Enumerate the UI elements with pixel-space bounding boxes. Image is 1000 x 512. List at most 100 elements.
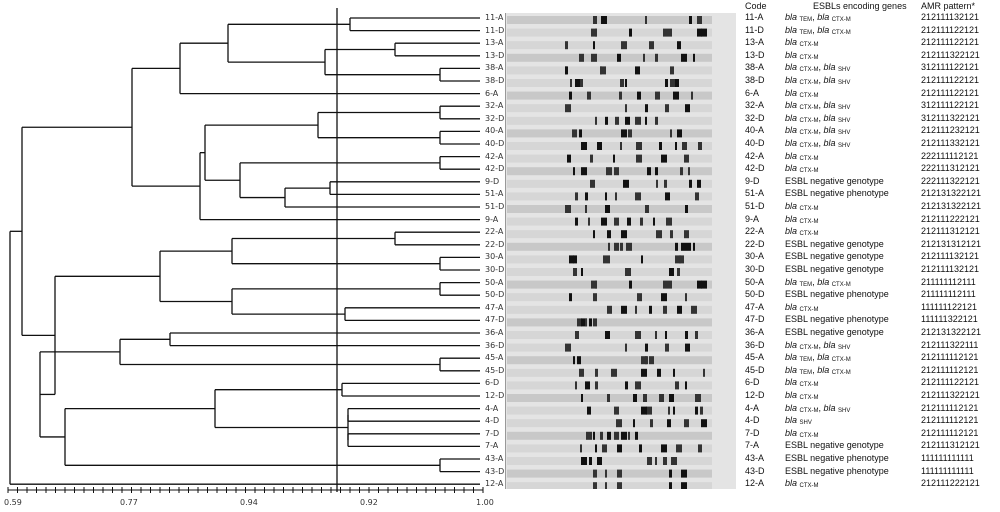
- gel-band: [677, 268, 680, 276]
- gel-band: [593, 230, 595, 239]
- amr-pattern: 212111112121: [921, 364, 979, 375]
- gel-band: [581, 318, 587, 327]
- gene-cell: ESBL negative genotype: [785, 327, 884, 337]
- lane-label: 22-A: [485, 227, 504, 237]
- gel-band: [653, 217, 655, 226]
- amr-pattern: 111111322121: [921, 314, 978, 325]
- gel-lane: [507, 104, 712, 113]
- gel-lane: [507, 419, 712, 428]
- gene-cell: ESBL negative genotype: [785, 251, 884, 262]
- gel-band: [573, 356, 575, 365]
- gel-band: [685, 343, 690, 352]
- isolate-code: 51-D: [745, 201, 765, 211]
- lane-label: 22-D: [485, 239, 505, 249]
- gene-cell: bla CTX-M, bla SHV: [785, 125, 851, 137]
- gel-band: [649, 356, 654, 365]
- amr-pattern: 312111122121: [921, 100, 980, 111]
- gel-lane: [507, 444, 712, 453]
- gene-cell: bla TEM, bla CTX-M: [785, 364, 851, 376]
- gel-band: [601, 16, 607, 24]
- amr-pattern: 212131322121: [921, 188, 982, 199]
- amr-pattern: 312111122121: [921, 62, 980, 73]
- gene-cell: bla TEM, bla CTX-M: [785, 12, 851, 23]
- gel-band: [697, 16, 702, 24]
- lane-label: 50-D: [485, 290, 505, 300]
- gel-band: [580, 79, 583, 87]
- gel-band: [567, 154, 571, 163]
- gel-band: [655, 167, 658, 176]
- gel-band: [677, 129, 682, 138]
- gel-band: [670, 230, 673, 239]
- gel-band: [684, 419, 689, 428]
- amr-pattern: 212111122121: [921, 377, 980, 388]
- lane-label: 43-A: [485, 454, 504, 463]
- gel-band: [670, 79, 676, 87]
- gene-cell: bla CTX-M: [785, 390, 819, 401]
- gel-band: [627, 217, 631, 226]
- gel-lane: [507, 41, 712, 50]
- lane-label: 47-D: [485, 315, 505, 325]
- amr-pattern: 212111322121: [921, 390, 980, 400]
- gel-lane: [507, 280, 712, 289]
- isolate-code: 13-D: [745, 49, 765, 60]
- gel-band: [589, 457, 592, 465]
- gel-band: [687, 242, 691, 251]
- gel-band: [643, 53, 645, 62]
- gel-band: [635, 66, 640, 75]
- gel-band: [621, 431, 627, 440]
- gel-band: [601, 217, 607, 226]
- gel-band: [680, 167, 683, 176]
- gel-band: [685, 381, 687, 390]
- gel-band: [565, 343, 571, 352]
- gel-lane: [507, 16, 712, 24]
- gel-band: [572, 129, 577, 138]
- isolate-code: 47-D: [745, 314, 765, 325]
- gel-band: [614, 431, 619, 440]
- isolate-code: 40-D: [745, 138, 765, 148]
- gel-band: [602, 444, 607, 453]
- gel-band: [628, 431, 630, 440]
- gene-cell: ESBL negative phenotype: [785, 188, 889, 199]
- lane-label: 4-D: [485, 416, 500, 426]
- gel-band: [593, 469, 597, 478]
- gene-cell: bla TEM, bla CTX-M: [785, 276, 851, 288]
- gel-band: [677, 305, 682, 314]
- gel-band: [625, 116, 630, 125]
- gel-band: [663, 280, 667, 289]
- amr-pattern: 212111232121: [921, 125, 980, 136]
- lane-label: 13-D: [485, 50, 505, 60]
- gene-cell: bla CTX-M, bla SHV: [785, 75, 851, 86]
- isolate-code: 7-D: [745, 427, 760, 438]
- gene-cell: ESBL negative phenotype: [785, 314, 889, 325]
- lane-label: 4-A: [485, 403, 499, 413]
- gel-lane: [507, 381, 712, 390]
- gel-band: [614, 217, 619, 226]
- gel-band: [655, 457, 657, 465]
- gene-cell: bla CTX-M: [785, 87, 819, 99]
- gel-band: [595, 444, 597, 453]
- gene-cell: bla CTX-M, bla SHV: [785, 62, 851, 74]
- gel-band: [703, 368, 705, 377]
- gel-band: [565, 104, 571, 113]
- gel-band: [607, 305, 612, 314]
- gel-band: [581, 394, 583, 402]
- gel-band: [656, 179, 658, 188]
- header-genes: ESBLs encoding genes: [813, 1, 907, 11]
- gel-band: [681, 469, 687, 478]
- amr-pattern: 212111312121: [921, 440, 980, 451]
- gene-cell: bla CTX-M: [785, 377, 819, 389]
- gel-band: [689, 16, 692, 24]
- gene-cell: bla TEM, bla CTX-M: [785, 24, 851, 36]
- gene-cell: bla CTX-M, bla SHV: [785, 339, 851, 351]
- lane-label: 9-A: [485, 214, 499, 224]
- gel-band: [645, 205, 649, 213]
- gel-band: [701, 419, 707, 428]
- gel-band: [613, 154, 615, 163]
- isolate-code: 42-D: [745, 163, 765, 174]
- lane-label: 32-D: [485, 113, 505, 123]
- isolate-code: 22-A: [745, 226, 765, 237]
- isolate-code: 6-A: [745, 87, 760, 98]
- gel-band: [616, 419, 622, 428]
- gel-band: [693, 53, 695, 62]
